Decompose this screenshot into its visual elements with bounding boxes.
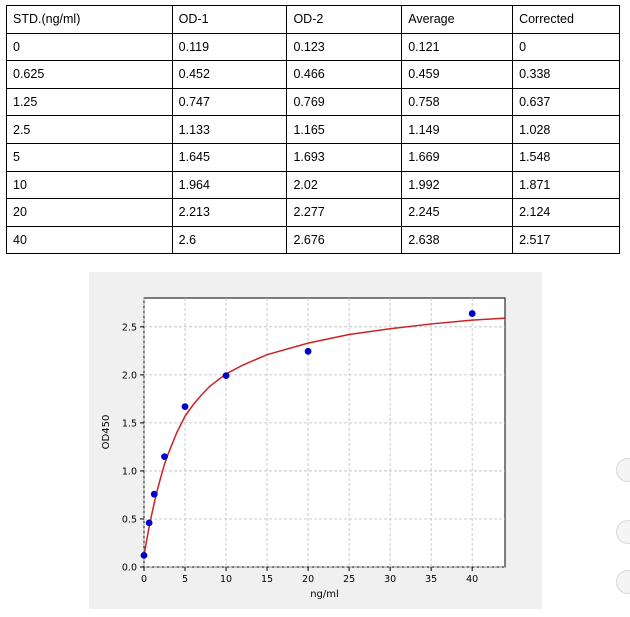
table-row: 5 1.645 1.693 1.669 1.548 [6, 142, 620, 172]
table-cell: 0.121 [401, 32, 514, 62]
standard-table: STD.(ng/ml) OD-1 OD-2 Average Corrected 0 0.11… [6, 5, 620, 255]
data-point [145, 519, 153, 527]
plot-area [143, 297, 506, 568]
table-header-cell: OD-1 [171, 5, 288, 34]
y-tick-label: 1.0 [122, 466, 137, 477]
x-tick-label: 20 [302, 574, 314, 585]
side-circle-icon [616, 520, 630, 544]
fit-curve [143, 317, 506, 556]
table-cell: 0.452 [171, 60, 288, 89]
table-cell: 1.964 [171, 170, 288, 200]
standard-curve-chart: 0 5 10 15 20 25 30 35 40 0.0 0.5 1.0 1.5 2.0 2.5 ng/m… [89, 272, 542, 609]
data-point [150, 490, 158, 498]
x-tick-label: 30 [384, 574, 396, 585]
table-row: 2.5 1.133 1.165 1.149 1.028 [6, 115, 620, 144]
x-tick-label: 5 [182, 574, 188, 585]
gridlines [143, 298, 505, 568]
table-cell: 0 [512, 32, 620, 62]
data-point [468, 310, 476, 317]
table-cell: 5 [6, 142, 173, 172]
table-row: 10 1.964 2.02 1.992 1.871 [6, 170, 620, 200]
side-circle-icon [616, 570, 630, 594]
x-axis-ticks: 0 5 10 15 20 25 30 35 40 [141, 567, 478, 585]
y-tick-label: 2.0 [122, 370, 137, 381]
table-cell: 2.213 [171, 198, 288, 227]
data-point [161, 453, 168, 461]
table-cell: 1.871 [512, 170, 620, 200]
y-tick-label: 0.0 [122, 563, 137, 574]
table-row: 0.625 0.452 0.466 0.459 0.338 [6, 60, 620, 89]
table-cell: 40 [6, 225, 173, 255]
table-cell: 2.5 [6, 115, 173, 144]
side-circle-icon [616, 458, 630, 482]
table-cell: 1.693 [286, 142, 403, 172]
y-tick-label: 2.5 [122, 322, 137, 333]
table-cell: 1.149 [401, 115, 514, 144]
table-cell: 0.769 [286, 87, 403, 117]
data-point [222, 372, 230, 380]
y-tick-label: 0.5 [122, 514, 137, 525]
x-tick-label: 40 [466, 574, 478, 585]
chart-svg: 0 5 10 15 20 25 30 35 40 0.0 0.5 1.0 1.5 2.0 2.5 ng/m… [101, 297, 506, 600]
table-header-cell: STD.(ng/ml) [6, 5, 173, 34]
table-cell: 0.758 [401, 87, 514, 117]
table-cell: 2.6 [171, 225, 288, 255]
x-tick-label: 25 [343, 574, 355, 585]
table-cell: 2.676 [286, 225, 403, 255]
table-cell: 0.466 [286, 60, 403, 89]
table-cell: 0.338 [512, 60, 620, 89]
data-points [140, 310, 476, 559]
table-cell: 0.459 [401, 60, 514, 89]
table-cell: 2.124 [512, 198, 620, 227]
table-cell: 1.992 [401, 170, 514, 200]
x-tick-label: 35 [425, 574, 437, 585]
table-cell: 2.517 [512, 225, 620, 255]
x-tick-label: 15 [261, 574, 273, 585]
y-axis-label: OD450 [101, 415, 112, 450]
y-tick-label: 1.5 [122, 418, 137, 429]
table-cell: 1.165 [286, 115, 403, 144]
table-cell: 0.747 [171, 87, 288, 117]
table-cell: 0.119 [171, 32, 288, 62]
table-header-cell: Average [401, 5, 514, 34]
table-cell: 1.548 [512, 142, 620, 172]
x-axis-label: ng/ml [310, 589, 339, 600]
table-cell: 2.245 [401, 198, 514, 227]
table-header-cell: Corrected [512, 5, 620, 34]
table-row: 20 2.213 2.277 2.245 2.124 [6, 198, 620, 227]
x-tick-label: 0 [141, 574, 147, 585]
table-cell: 1.669 [401, 142, 514, 172]
table-cell: 2.02 [286, 170, 403, 200]
table-cell: 0.637 [512, 87, 620, 117]
table-cell: 1.25 [6, 87, 173, 117]
x-tick-label: 10 [220, 574, 232, 585]
table-cell: 0.625 [6, 60, 173, 89]
table-cell: 20 [6, 198, 173, 227]
table-row: 0 0.119 0.123 0.121 0 [6, 32, 620, 62]
table-header-row: STD.(ng/ml) OD-1 OD-2 Average Corrected [6, 5, 620, 34]
table-cell: 2.638 [401, 225, 514, 255]
data-point [140, 551, 148, 559]
table-header-cell: OD-2 [286, 5, 403, 34]
data-point [181, 403, 189, 411]
table-cell: 1.133 [171, 115, 288, 144]
table-row: 40 2.6 2.676 2.638 2.517 [6, 225, 620, 255]
table-row: 1.25 0.747 0.769 0.758 0.637 [6, 87, 620, 117]
y-axis-ticks: 0.0 0.5 1.0 1.5 2.0 2.5 [122, 322, 144, 574]
table-cell: 2.277 [286, 198, 403, 227]
table-cell: 10 [6, 170, 173, 200]
fit-curve-line [143, 317, 506, 556]
table-cell: 0.123 [286, 32, 403, 62]
table-cell: 0 [6, 32, 173, 62]
table-cell: 1.645 [171, 142, 288, 172]
data-point [304, 347, 312, 355]
table-cell: 1.028 [512, 115, 620, 144]
